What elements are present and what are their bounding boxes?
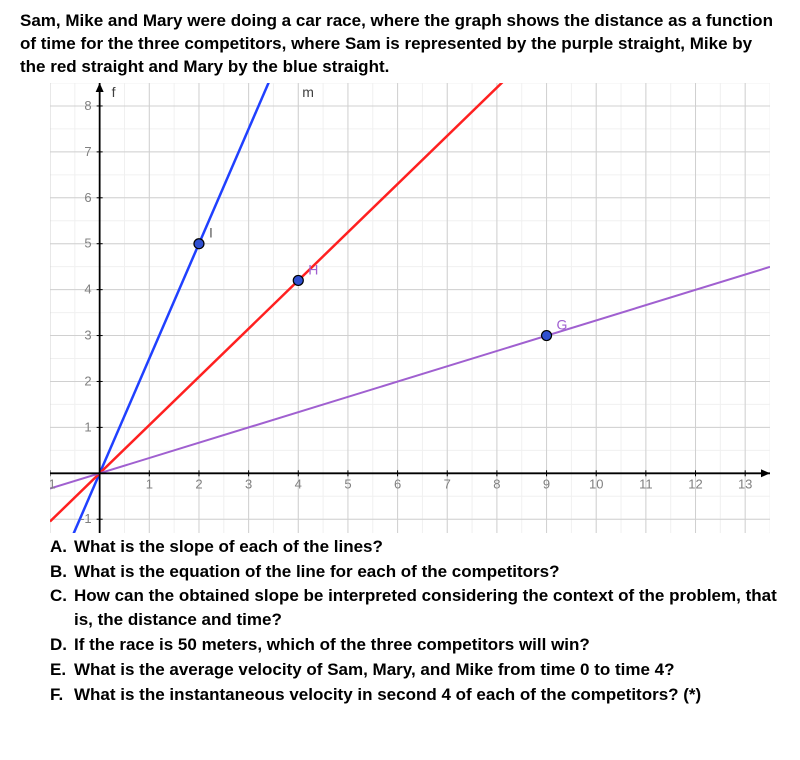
question-letter: E. xyxy=(50,658,74,682)
problem-statement: Sam, Mike and Mary were doing a car race… xyxy=(20,10,780,79)
svg-text:-1: -1 xyxy=(80,511,92,526)
svg-text:1: 1 xyxy=(146,476,153,491)
svg-text:8: 8 xyxy=(493,476,500,491)
question-item: D.If the race is 50 meters, which of the… xyxy=(50,633,780,657)
svg-text:2: 2 xyxy=(84,373,91,388)
svg-text:6: 6 xyxy=(394,476,401,491)
svg-text:1: 1 xyxy=(84,419,91,434)
svg-text:4: 4 xyxy=(295,476,302,491)
svg-text:10: 10 xyxy=(589,476,603,491)
svg-text:12: 12 xyxy=(688,476,702,491)
distance-time-chart: -112345678910111213-112345678fmIHG xyxy=(50,83,770,533)
svg-text:8: 8 xyxy=(84,98,91,113)
svg-text:H: H xyxy=(308,261,318,277)
question-item: C.How can the obtained slope be interpre… xyxy=(50,584,780,632)
question-text: What is the slope of each of the lines? xyxy=(74,535,780,559)
question-letter: C. xyxy=(50,584,74,632)
question-letter: A. xyxy=(50,535,74,559)
question-item: A.What is the slope of each of the lines… xyxy=(50,535,780,559)
svg-text:I: I xyxy=(209,225,213,241)
question-item: F.What is the instantaneous velocity in … xyxy=(50,683,780,707)
question-text: What is the instantaneous velocity in se… xyxy=(74,683,780,707)
question-item: E.What is the average velocity of Sam, M… xyxy=(50,658,780,682)
svg-text:4: 4 xyxy=(84,281,91,296)
question-letter: D. xyxy=(50,633,74,657)
svg-text:7: 7 xyxy=(444,476,451,491)
svg-text:11: 11 xyxy=(639,476,653,491)
svg-text:13: 13 xyxy=(738,476,752,491)
question-text: What is the equation of the line for eac… xyxy=(74,560,780,584)
chart-container: -112345678910111213-112345678fmIHG xyxy=(20,83,780,533)
svg-text:G: G xyxy=(557,316,568,332)
question-letter: B. xyxy=(50,560,74,584)
svg-text:f: f xyxy=(112,84,116,100)
svg-text:3: 3 xyxy=(245,476,252,491)
svg-text:3: 3 xyxy=(84,327,91,342)
svg-text:m: m xyxy=(302,84,314,100)
svg-text:7: 7 xyxy=(84,144,91,159)
question-item: B.What is the equation of the line for e… xyxy=(50,560,780,584)
question-text: If the race is 50 meters, which of the t… xyxy=(74,633,780,657)
svg-text:9: 9 xyxy=(543,476,550,491)
questions-list: A.What is the slope of each of the lines… xyxy=(20,535,780,707)
svg-text:2: 2 xyxy=(195,476,202,491)
question-letter: F. xyxy=(50,683,74,707)
question-text: What is the average velocity of Sam, Mar… xyxy=(74,658,780,682)
svg-text:5: 5 xyxy=(344,476,351,491)
svg-text:-1: -1 xyxy=(50,476,56,491)
question-text: How can the obtained slope be interprete… xyxy=(74,584,780,632)
svg-text:5: 5 xyxy=(84,236,91,251)
svg-text:6: 6 xyxy=(84,190,91,205)
